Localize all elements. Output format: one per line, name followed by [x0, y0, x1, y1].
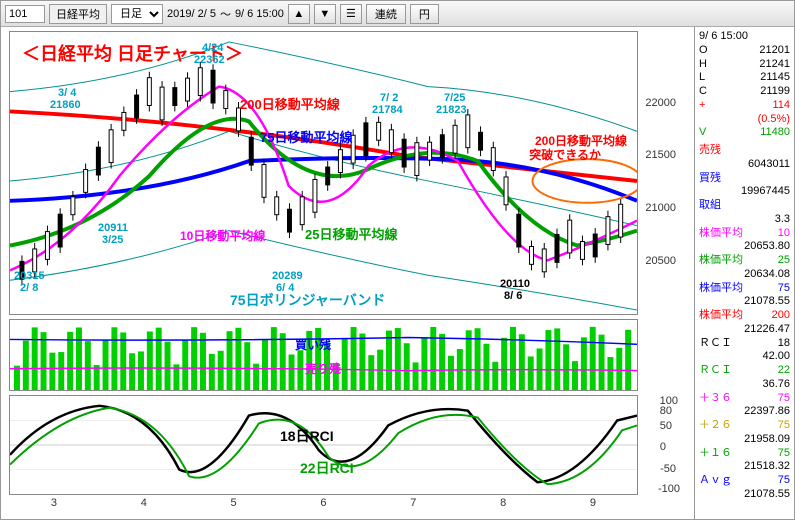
down-button[interactable]: ▼	[314, 4, 336, 24]
price-chart: ＜日経平均 日足チャート＞ 200日移動平均線 75日移動平均線 25日移動平均…	[9, 31, 638, 315]
x-axis: 345 678 9	[9, 497, 638, 513]
continuous-button[interactable]: 連続	[366, 4, 406, 24]
stock-name: 日経平均	[49, 4, 107, 24]
chart-area: ＜日経平均 日足チャート＞ 200日移動平均線 75日移動平均線 25日移動平均…	[1, 27, 694, 519]
date-from: 2019/ 2/ 5	[167, 8, 216, 20]
toolbar: 日経平均 日足 2019/ 2/ 5 ～ 9/ 6 15:00 ▲ ▼ ☰ 連続…	[1, 1, 794, 27]
menu-button[interactable]: ☰	[340, 4, 362, 24]
timeframe-select[interactable]: 日足	[111, 4, 163, 24]
rci-chart: 18日RCI 22日RCI	[9, 395, 638, 495]
chart-title: ＜日経平均 日足チャート＞	[22, 40, 243, 66]
volume-chart: 買い残 売り残	[9, 319, 638, 391]
yen-button[interactable]: 円	[410, 4, 439, 24]
date-to: 9/ 6 15:00	[235, 8, 284, 20]
side-panel: 9/ 6 15:00 O21201 H21241 L21145 C21199 +…	[694, 27, 794, 519]
up-button[interactable]: ▲	[288, 4, 310, 24]
stock-code-input[interactable]	[5, 5, 45, 23]
